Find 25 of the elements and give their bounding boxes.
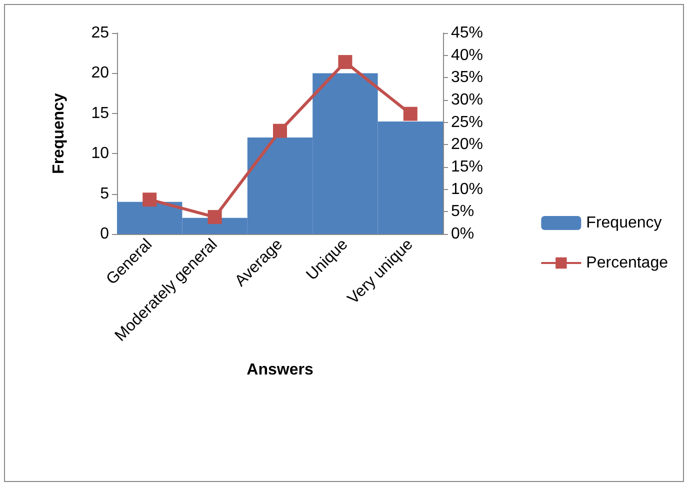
point — [142, 192, 157, 207]
y2-tick-label: 45% — [451, 24, 484, 42]
y-tick-label: 0 — [100, 226, 110, 242]
y2-tick-label: 5% — [451, 203, 474, 220]
y-tick-label: 20 — [91, 64, 110, 82]
y-tick-label: 25 — [91, 24, 110, 42]
point — [273, 124, 287, 138]
y-tick-label: 15 — [91, 104, 110, 122]
y-axis-title: Frequency — [50, 92, 68, 174]
y2-tick-label: 0% — [451, 226, 474, 242]
point — [338, 55, 352, 70]
y2-tick-label: 40% — [451, 46, 484, 64]
legend-label: Percentage — [586, 254, 668, 272]
point — [403, 106, 418, 121]
y2-tick-label: 10% — [451, 180, 484, 198]
x-axis-title: Answers — [246, 362, 314, 378]
y-tick-label: 10 — [91, 145, 110, 162]
y2-tick-label: 20% — [451, 136, 484, 154]
y2-tick-label: 30% — [451, 92, 484, 108]
y2-tick-label: 15% — [451, 158, 484, 176]
point — [208, 210, 222, 224]
y2-tick-label: 25% — [451, 114, 484, 131]
y2-tick-label: 35% — [451, 69, 484, 86]
legend-label: Frequency — [586, 214, 662, 232]
y-tick-label: 5 — [100, 185, 110, 202]
